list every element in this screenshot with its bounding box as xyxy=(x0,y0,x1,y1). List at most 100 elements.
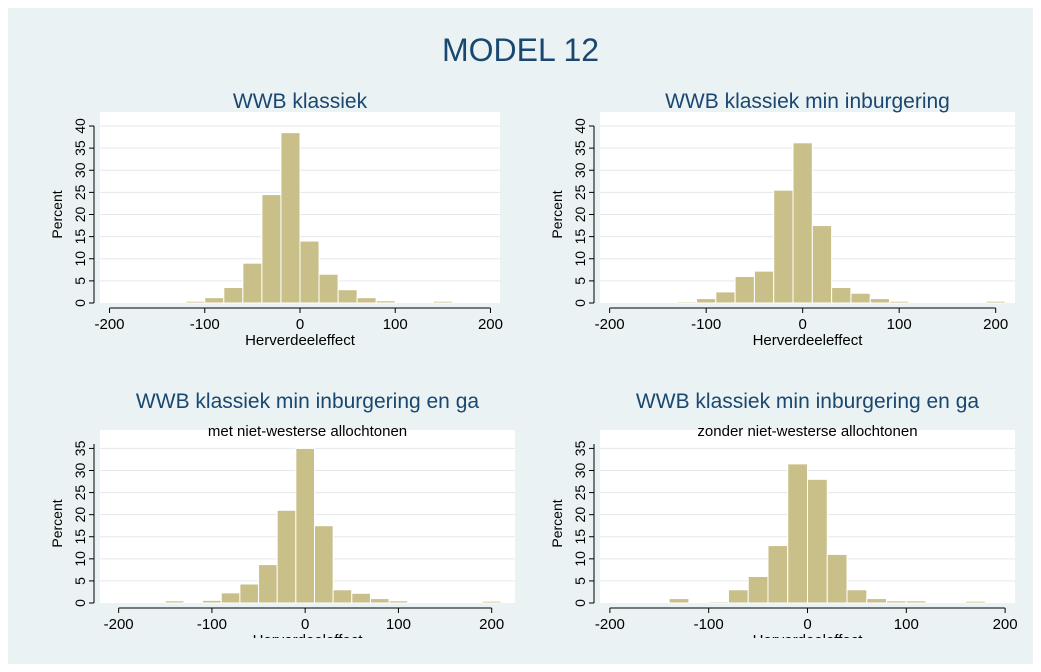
histogram-bar xyxy=(299,240,320,304)
histogram-bar xyxy=(481,600,502,604)
y-tick-label: 25 xyxy=(572,184,588,200)
x-tick-label: -200 xyxy=(595,316,625,333)
x-tick-label: 0 xyxy=(296,316,304,333)
histogram-bar xyxy=(767,545,789,604)
x-tick-label: -100 xyxy=(694,616,724,633)
figure-title: MODEL 12 xyxy=(441,32,600,68)
histogram-bar xyxy=(261,194,282,304)
x-tick-label: 100 xyxy=(383,316,408,333)
histogram-bar xyxy=(332,589,353,604)
y-tick-label: 10 xyxy=(72,551,88,567)
histogram-bar xyxy=(375,300,396,304)
histogram-wwb-klassiek: 0 5 10 15 20 25 30 35 40 -200 -100 0 100 200 Percent He… xyxy=(49,90,503,349)
histogram-bar xyxy=(727,589,749,604)
histogram-bar xyxy=(696,298,717,304)
histogram-bar xyxy=(220,592,241,604)
histogram-bar xyxy=(787,463,809,604)
x-axis-label: Herverdeeleffect xyxy=(253,632,364,638)
chart-title: WWB klassiek xyxy=(233,90,368,113)
histogram-bar xyxy=(886,600,907,604)
histogram-bar xyxy=(369,598,390,604)
x-axis-label: Herverdeeleffect xyxy=(753,332,864,349)
y-tick-label: 0 xyxy=(572,599,588,607)
histogram-bar xyxy=(773,189,794,304)
histogram-bar xyxy=(753,270,775,304)
histogram-bar xyxy=(846,589,868,604)
y-tick-label: 5 xyxy=(572,277,588,285)
x-axis-label: Herverdeeleffect xyxy=(245,332,356,349)
x-tick-label: 200 xyxy=(993,616,1018,633)
x-tick-label: 0 xyxy=(301,616,309,633)
y-tick-label: 30 xyxy=(72,162,88,178)
histogram-bar xyxy=(826,553,848,604)
y-tick-label: 25 xyxy=(72,485,88,501)
histogram-bar xyxy=(318,273,339,304)
x-tick-label: -200 xyxy=(595,616,625,633)
histogram-bar xyxy=(388,600,409,604)
y-tick-label: 35 xyxy=(572,440,588,456)
histogram-bar xyxy=(242,262,263,304)
histogram-zonder-niet-westerse-allochtonen: 0 5 10 15 20 25 30 35 -200 -100 0 100 200 Percent Herv… xyxy=(549,390,1018,638)
chart-subtitle: met niet-westerse allochtonen xyxy=(208,423,407,440)
histogram-met-niet-westerse-allochtonen: 0 5 10 15 20 25 30 35 -200 -100 0 100 200 Percent Herv… xyxy=(49,390,515,638)
x-tick-label: 100 xyxy=(887,316,912,333)
figure-background: MODEL 12 0 5 10 15 20 25 30 35 40 -200 -100 0 100 200… xyxy=(8,8,1033,664)
x-tick-label: -100 xyxy=(691,316,721,333)
histogram-bar xyxy=(811,225,833,304)
y-tick-label: 40 xyxy=(72,118,88,134)
histogram-bar xyxy=(985,300,1006,304)
y-tick-label: 40 xyxy=(572,118,588,134)
histogram-bar xyxy=(351,592,371,604)
x-tick-label: -200 xyxy=(95,316,125,333)
histogram-bar xyxy=(185,300,206,304)
x-tick-label: -100 xyxy=(197,616,227,633)
chart-title: WWB klassiek min inburgering xyxy=(665,90,950,113)
y-tick-label: 20 xyxy=(572,507,588,523)
histogram-bar xyxy=(676,301,698,304)
histogram-bar xyxy=(295,447,315,604)
y-tick-label: 20 xyxy=(72,507,88,523)
y-tick-label: 15 xyxy=(572,529,588,545)
chart-subtitle: zonder niet-westerse allochtonen xyxy=(697,423,917,440)
histogram-bar xyxy=(432,300,453,304)
y-axis-label: Percent xyxy=(49,190,65,238)
histogram-bar xyxy=(831,287,852,304)
histogram-bar xyxy=(889,300,910,304)
y-axis-label: Percent xyxy=(49,499,65,547)
y-tick-label: 20 xyxy=(572,207,588,223)
histogram-bar xyxy=(734,275,755,304)
y-tick-label: 15 xyxy=(572,229,588,245)
x-tick-label: 200 xyxy=(478,316,503,333)
histogram-bar xyxy=(708,601,729,604)
x-tick-label: 200 xyxy=(983,316,1008,333)
histogram-bar xyxy=(337,289,358,304)
x-tick-label: -100 xyxy=(190,316,220,333)
histogram-bar xyxy=(668,598,690,604)
y-tick-label: 30 xyxy=(572,162,588,178)
histogram-bar xyxy=(204,297,225,304)
histogram-bar xyxy=(202,599,222,604)
x-tick-label: 0 xyxy=(803,616,811,633)
chart-title: WWB klassiek min inburgering en ga xyxy=(136,390,479,413)
y-tick-label: 20 xyxy=(72,207,88,223)
x-axis-label: Herverdeeleffect xyxy=(753,632,864,638)
y-tick-label: 5 xyxy=(72,277,88,285)
histogram-bar xyxy=(258,564,278,604)
y-tick-label: 10 xyxy=(572,551,588,567)
y-tick-label: 35 xyxy=(572,140,588,156)
histogram-wwb-klassiek-min-inburgering: 0 5 10 15 20 25 30 35 40 -200 -100 0 100 200 Percent He… xyxy=(549,90,1015,349)
y-tick-label: 0 xyxy=(572,299,588,307)
histogram-bar xyxy=(965,600,986,604)
histogram-bar xyxy=(850,292,871,304)
y-tick-label: 35 xyxy=(72,440,88,456)
x-tick-label: 100 xyxy=(386,616,411,633)
y-tick-label: 25 xyxy=(72,184,88,200)
histogram-bar xyxy=(276,509,297,604)
y-tick-label: 10 xyxy=(572,251,588,267)
histogram-bar xyxy=(869,298,891,304)
y-tick-label: 5 xyxy=(72,577,88,585)
x-tick-label: 200 xyxy=(479,616,504,633)
y-tick-label: 0 xyxy=(72,599,88,607)
chart-title: WWB klassiek min inburgering en ga xyxy=(636,390,979,413)
histogram-bar xyxy=(792,142,813,304)
